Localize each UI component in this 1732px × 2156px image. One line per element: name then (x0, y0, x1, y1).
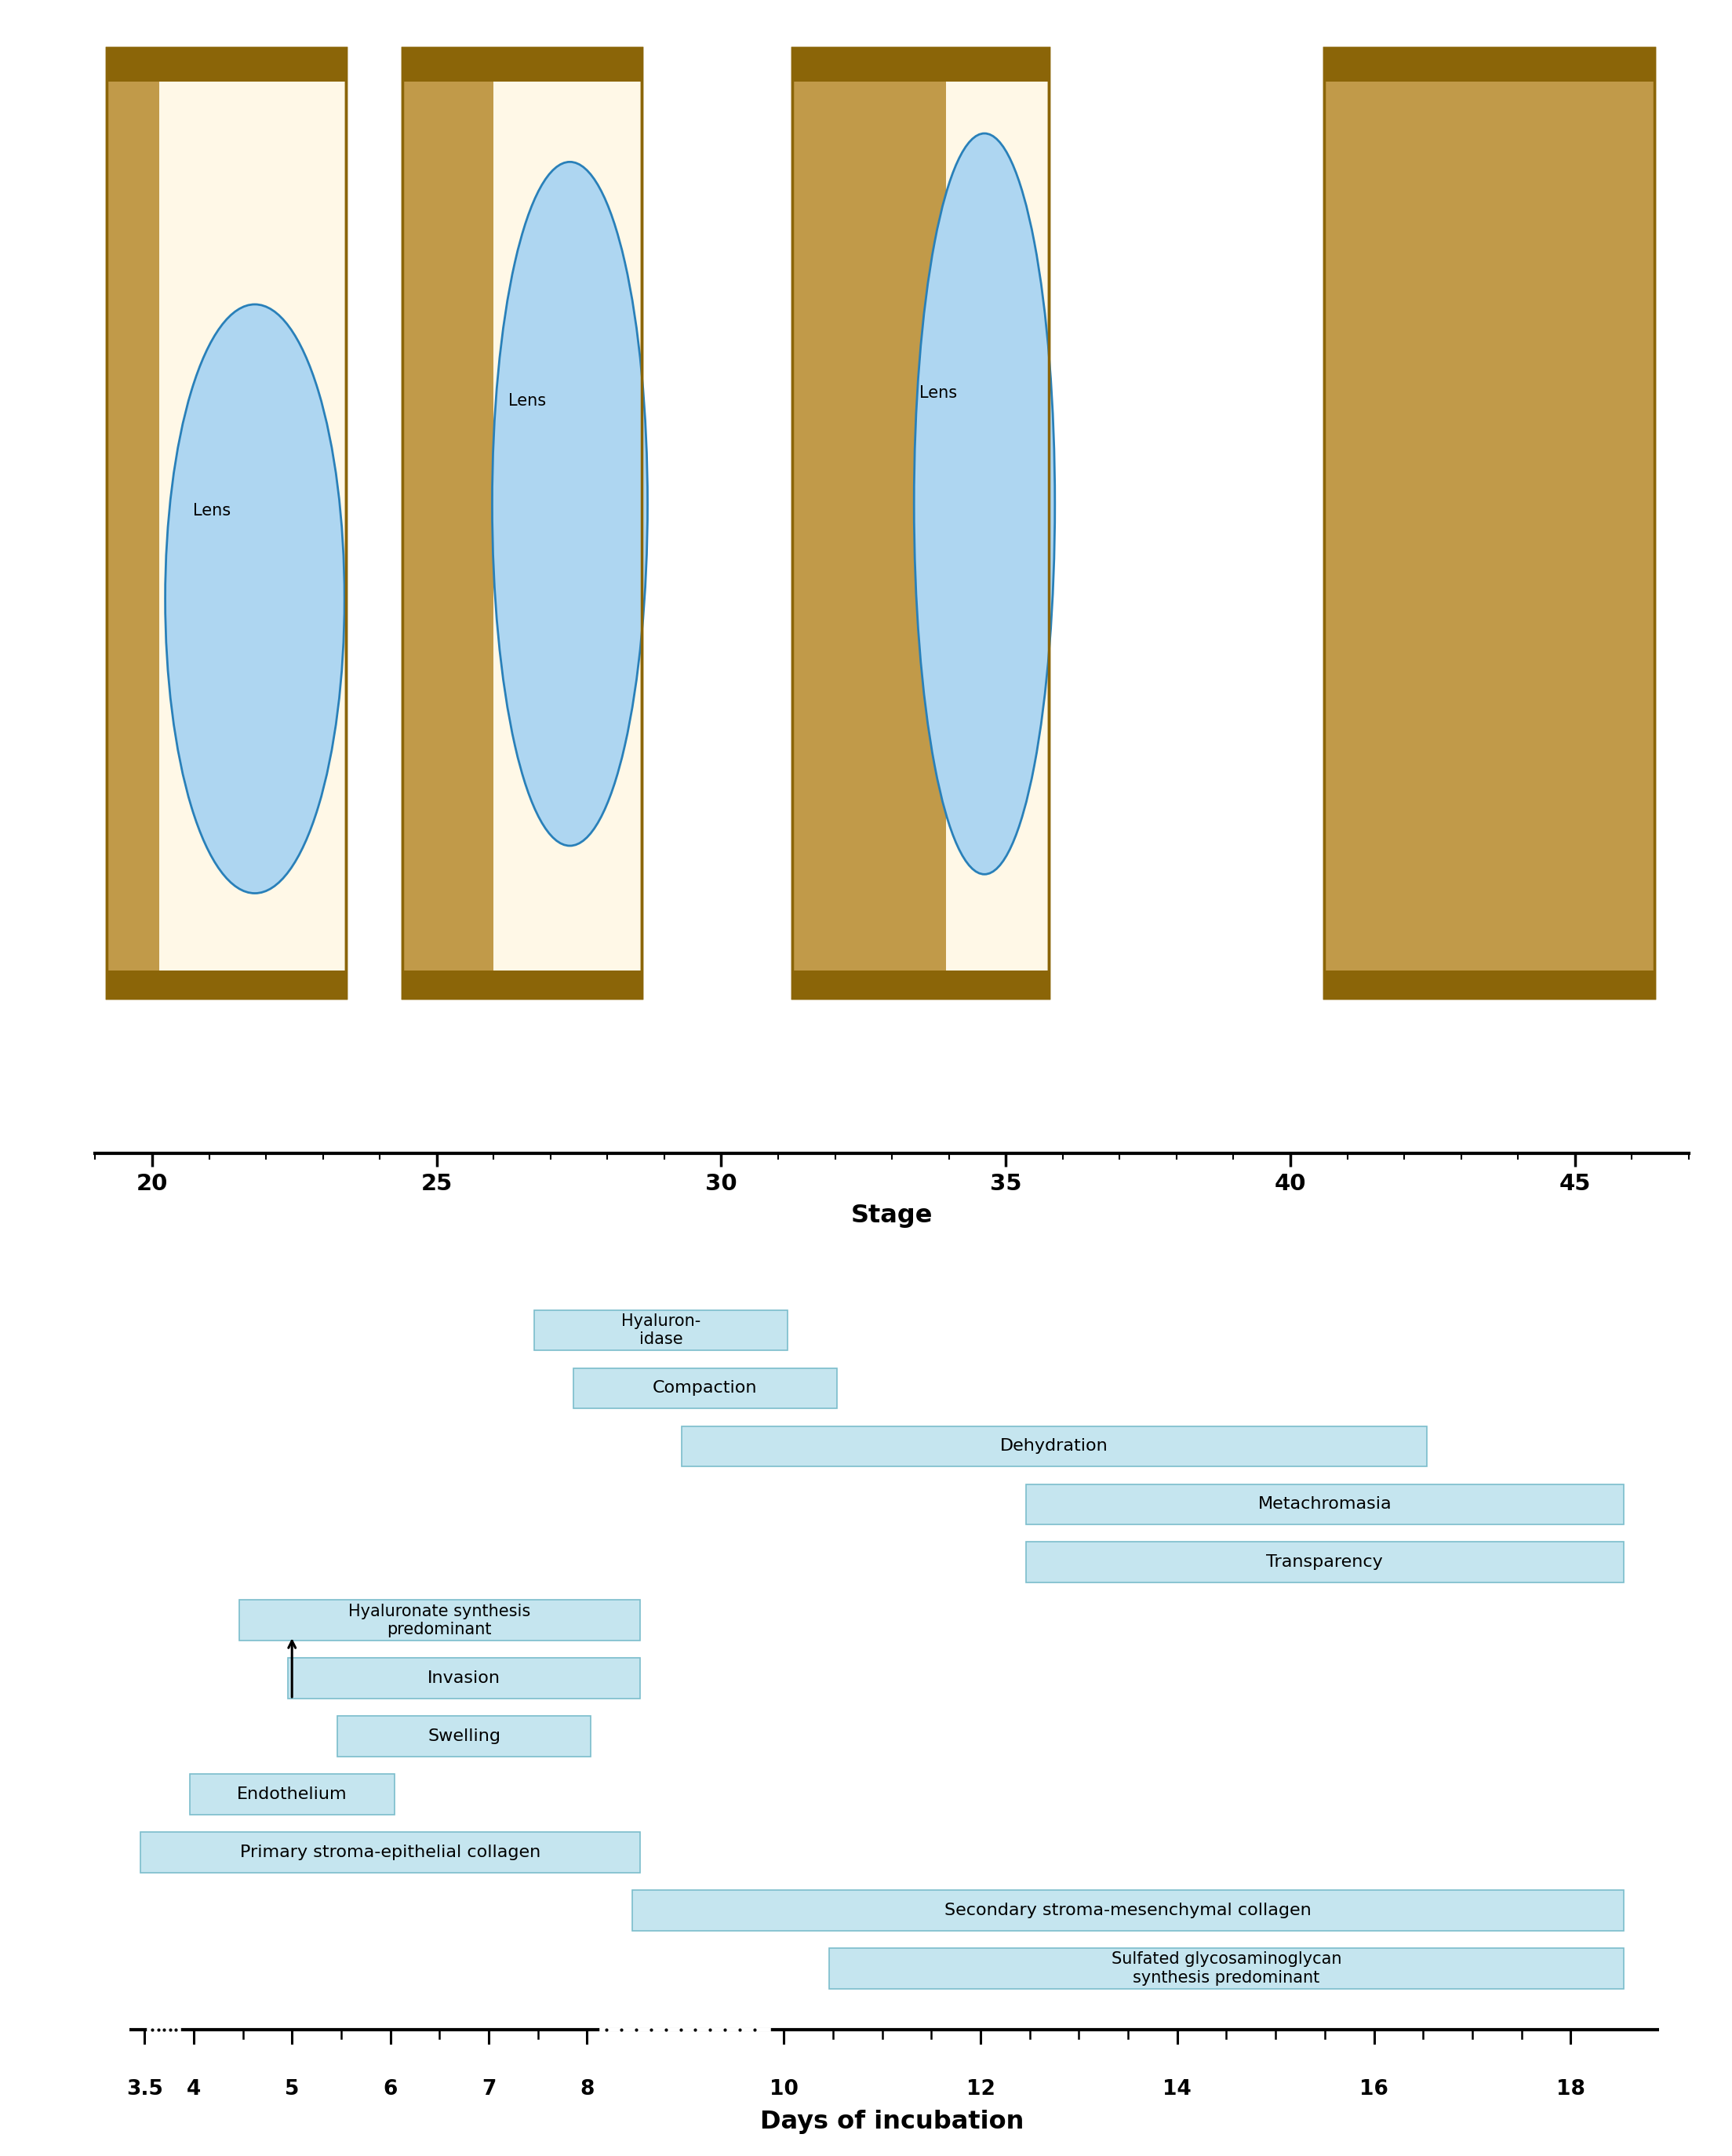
Bar (1325, 47, 1654, 998)
FancyBboxPatch shape (533, 1311, 788, 1350)
Text: Invasion: Invasion (428, 1671, 501, 1686)
Bar (792, 970, 1048, 998)
FancyBboxPatch shape (573, 1369, 837, 1408)
Bar (1325, 970, 1654, 998)
Text: 7: 7 (481, 2078, 495, 2100)
Text: Hyaluron-
idase: Hyaluron- idase (622, 1313, 700, 1348)
Text: Hyaluronate synthesis
predominant: Hyaluronate synthesis predominant (348, 1604, 530, 1636)
Text: Secondary stroma-mesenchymal collagen: Secondary stroma-mesenchymal collagen (944, 1902, 1311, 1919)
Bar (792, 82, 946, 970)
Text: Sulfated glycosaminoglycan
synthesis predominant: Sulfated glycosaminoglycan synthesis pre… (1112, 1951, 1342, 1986)
Text: 12: 12 (966, 2078, 994, 2100)
Text: 5: 5 (284, 2078, 300, 2100)
FancyBboxPatch shape (632, 1891, 1625, 1932)
Bar (1325, 47, 1654, 82)
Ellipse shape (492, 162, 648, 845)
Text: 18: 18 (1557, 2078, 1585, 2100)
Text: 10: 10 (769, 2078, 798, 2100)
Text: Lens: Lens (507, 392, 546, 410)
Text: 4: 4 (187, 2078, 201, 2100)
Bar (792, 47, 1048, 82)
Bar (792, 47, 1048, 998)
Bar (402, 970, 641, 998)
FancyBboxPatch shape (239, 1600, 641, 1641)
X-axis label: Stage: Stage (850, 1203, 934, 1229)
Text: Metachromasia: Metachromasia (1257, 1496, 1393, 1511)
Text: 6: 6 (383, 2078, 398, 2100)
Text: 3.5: 3.5 (126, 2078, 163, 2100)
Text: Primary stroma-epithelial collagen: Primary stroma-epithelial collagen (241, 1846, 540, 1861)
Text: 14: 14 (1162, 2078, 1192, 2100)
Bar (1325, 970, 1654, 998)
Bar (1325, 82, 1654, 970)
FancyBboxPatch shape (288, 1658, 641, 1699)
Bar (107, 47, 346, 998)
Bar (107, 82, 159, 970)
Bar (402, 47, 641, 82)
FancyBboxPatch shape (830, 1949, 1625, 1988)
Bar (402, 970, 641, 998)
Bar (1325, 47, 1654, 82)
Text: 8: 8 (580, 2078, 594, 2100)
Text: Lens: Lens (192, 502, 230, 517)
Bar (1325, 47, 1654, 998)
FancyBboxPatch shape (338, 1716, 591, 1757)
Text: Swelling: Swelling (428, 1729, 501, 1744)
Bar (107, 970, 346, 998)
Bar (792, 970, 1048, 998)
Bar (402, 47, 641, 998)
FancyBboxPatch shape (191, 1774, 395, 1815)
Text: Compaction: Compaction (653, 1380, 757, 1397)
Bar (107, 47, 346, 998)
FancyBboxPatch shape (681, 1425, 1427, 1466)
Text: 16: 16 (1360, 2078, 1389, 2100)
Ellipse shape (914, 134, 1055, 875)
Bar (107, 47, 346, 82)
FancyBboxPatch shape (140, 1833, 641, 1874)
Bar (792, 47, 1048, 998)
FancyBboxPatch shape (1025, 1483, 1625, 1524)
Text: Transparency: Transparency (1266, 1554, 1384, 1570)
Bar (107, 47, 346, 82)
Bar (792, 47, 1048, 82)
Text: Lens: Lens (920, 386, 958, 401)
Text: Dehydration: Dehydration (1001, 1438, 1108, 1453)
FancyBboxPatch shape (1025, 1542, 1625, 1583)
Text: Endothelium: Endothelium (237, 1787, 346, 1802)
Bar (402, 82, 494, 970)
Bar (402, 47, 641, 82)
Ellipse shape (165, 304, 345, 893)
Bar (402, 47, 641, 998)
Text: Days of incubation: Days of incubation (760, 2109, 1024, 2134)
Bar (107, 970, 346, 998)
